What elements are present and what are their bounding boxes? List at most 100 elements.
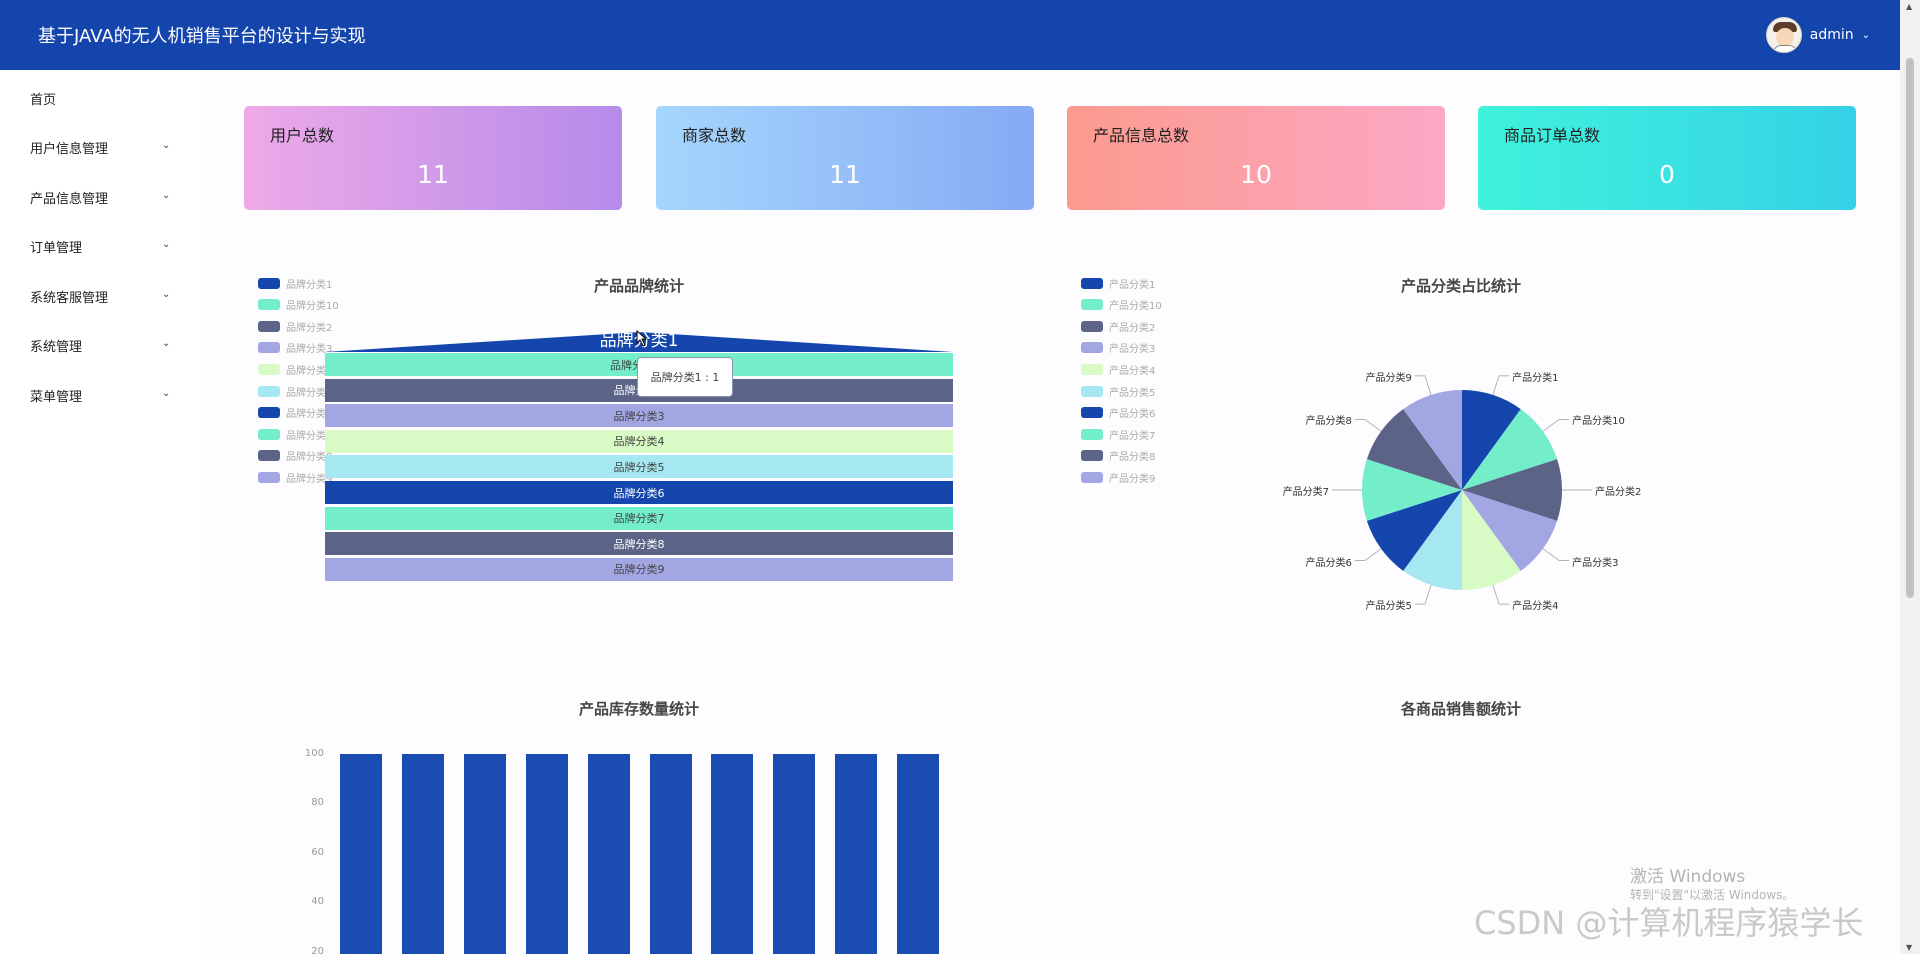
legend-item[interactable]: 品牌分类9: [258, 470, 333, 485]
legend-item[interactable]: 产品分类2: [1081, 319, 1155, 334]
bar[interactable]: [401, 754, 444, 954]
username[interactable]: admin: [1809, 27, 1854, 43]
sidebar-item-label: 系统客服管理: [30, 290, 109, 306]
stat-card-merchants: 商家总数 11: [656, 106, 1034, 210]
legend-label: 产品分类5: [1109, 387, 1156, 399]
legend-swatch: [1081, 471, 1103, 483]
legend-item[interactable]: 产品分类6: [1081, 406, 1155, 420]
legend-item[interactable]: 产品分类8: [1081, 449, 1155, 463]
legend-label: 品牌分类9: [286, 473, 333, 485]
legend-swatch: [1081, 428, 1103, 440]
chevron-down-icon[interactable]: ⌄: [1861, 29, 1870, 41]
pie-slice[interactable]: [1403, 490, 1462, 590]
legend-item[interactable]: 品牌分类1: [258, 276, 332, 291]
funnel-segment[interactable]: 品牌分类6: [325, 481, 953, 504]
legend-swatch: [258, 407, 280, 419]
pie-slice[interactable]: [1362, 459, 1462, 521]
stat-label: 商家总数: [682, 126, 747, 145]
legend-item[interactable]: 品牌分类3: [258, 341, 332, 355]
sidebar-item-system[interactable]: 系统管理 ⌄: [0, 325, 200, 365]
legend-swatch: [258, 471, 280, 483]
funnel-segment[interactable]: 品牌分类7: [325, 506, 953, 530]
pie-label-line: [1414, 584, 1432, 605]
pie-slice-label: 产品分类3: [1572, 557, 1619, 569]
legend-item[interactable]: 品牌分类6: [258, 406, 332, 420]
y-tick-label: 100: [304, 748, 324, 759]
legend-label: 产品分类3: [1109, 344, 1156, 356]
legend-item[interactable]: 品牌分类7: [258, 427, 332, 442]
funnel-segment[interactable]: 品牌分类5: [325, 455, 953, 479]
pie-chart[interactable]: [1270, 370, 1660, 610]
sidebar-item-orders[interactable]: 订单管理 ⌄: [0, 226, 200, 266]
bar[interactable]: [525, 754, 568, 954]
pie-slice[interactable]: [1462, 490, 1558, 571]
bar[interactable]: [711, 754, 754, 954]
legend-item[interactable]: 品牌分类10: [258, 298, 339, 312]
bar-chart-title: 产品库存数量统计: [578, 700, 699, 718]
pie-slice[interactable]: [1403, 390, 1462, 490]
legend-item[interactable]: 品牌分类5: [258, 384, 333, 399]
pie-slice[interactable]: [1462, 409, 1558, 490]
page-scrollbar[interactable]: ▲ ▼: [1900, 0, 1920, 954]
bar[interactable]: [835, 754, 878, 954]
scroll-up-icon[interactable]: ▲: [1906, 2, 1913, 11]
legend-label: 品牌分类5: [286, 387, 333, 399]
chart-tooltip: 品牌分类1 : 1: [637, 357, 733, 397]
pie-slice[interactable]: [1462, 390, 1521, 490]
legend-label: 品牌分类8: [286, 452, 333, 464]
stat-value: 11: [417, 160, 449, 189]
legend-item[interactable]: 品牌分类8: [258, 449, 332, 463]
chevron-down-icon: ⌄: [162, 239, 171, 250]
sidebar: 首页 用户信息管理 ⌄ 产品信息管理 ⌄ 订单管理 ⌄ 系统客服管理 ⌄ 系统管…: [0, 70, 200, 954]
legend-item[interactable]: 产品分类9: [1081, 470, 1155, 485]
pie-slice[interactable]: [1462, 459, 1562, 521]
legend-item[interactable]: 产品分类5: [1081, 384, 1156, 399]
bar[interactable]: [340, 754, 382, 954]
sidebar-item-menu[interactable]: 菜单管理 ⌄: [0, 375, 200, 415]
pie-slice-label: 产品分类6: [1305, 557, 1352, 569]
legend-label: 产品分类1: [1109, 279, 1156, 291]
funnel-segment[interactable]: 品牌分类3: [325, 404, 953, 428]
legend-item[interactable]: 产品分类1: [1081, 276, 1156, 291]
pie-slice[interactable]: [1366, 490, 1462, 571]
activate-windows-subtitle: 转到"设置"以激活 Windows。: [1630, 888, 1795, 902]
y-tick-label: 20: [311, 945, 324, 954]
funnel-segment[interactable]: 品牌分类9: [325, 557, 953, 581]
sidebar-item-home[interactable]: 首页: [0, 78, 200, 118]
chevron-down-icon: ⌄: [162, 388, 171, 399]
legend-item[interactable]: 品牌分类4: [258, 362, 332, 377]
funnel-segment[interactable]: 品牌分类8: [325, 532, 953, 556]
legend-item[interactable]: 产品分类3: [1081, 341, 1155, 355]
avatar[interactable]: [1765, 17, 1802, 53]
legend-swatch: [258, 450, 280, 462]
activate-windows-title: 激活 Windows: [1630, 867, 1746, 887]
pie-label-line: [1542, 548, 1570, 561]
sidebar-item-product-info[interactable]: 产品信息管理 ⌄: [0, 177, 200, 217]
stat-card-orders: 商品订单总数 0: [1478, 106, 1856, 210]
legend-item[interactable]: 产品分类7: [1081, 427, 1155, 442]
pie-slice-label: 产品分类4: [1512, 601, 1559, 613]
bar[interactable]: [773, 754, 816, 954]
pie-slice[interactable]: [1366, 409, 1462, 490]
sidebar-item-label: 菜单管理: [30, 389, 83, 405]
user-menu[interactable]: admin ⌄: [1765, 17, 1870, 53]
sidebar-item-user-info[interactable]: 用户信息管理 ⌄: [0, 127, 200, 167]
bar[interactable]: [649, 754, 692, 954]
sidebar-item-customer-service[interactable]: 系统客服管理 ⌄: [0, 276, 200, 316]
funnel-segment[interactable]: 品牌分类4: [325, 429, 953, 453]
pie-slice-label: 产品分类7: [1282, 487, 1329, 498]
bar[interactable]: [587, 754, 630, 954]
legend-swatch: [258, 363, 280, 375]
chevron-down-icon: ⌄: [162, 140, 171, 151]
legend-item[interactable]: 品牌分类2: [258, 319, 332, 334]
funnel-top-segment[interactable]: [325, 324, 953, 354]
pie-slice[interactable]: [1462, 490, 1521, 590]
scroll-down-icon[interactable]: ▼: [1906, 943, 1913, 952]
legend-item[interactable]: 产品分类10: [1081, 298, 1162, 312]
bar[interactable]: [463, 754, 506, 954]
legend-item[interactable]: 产品分类4: [1081, 362, 1155, 377]
scrollbar-thumb[interactable]: [1906, 58, 1914, 598]
bar[interactable]: [897, 754, 940, 954]
pie-label-line: [1354, 548, 1382, 561]
